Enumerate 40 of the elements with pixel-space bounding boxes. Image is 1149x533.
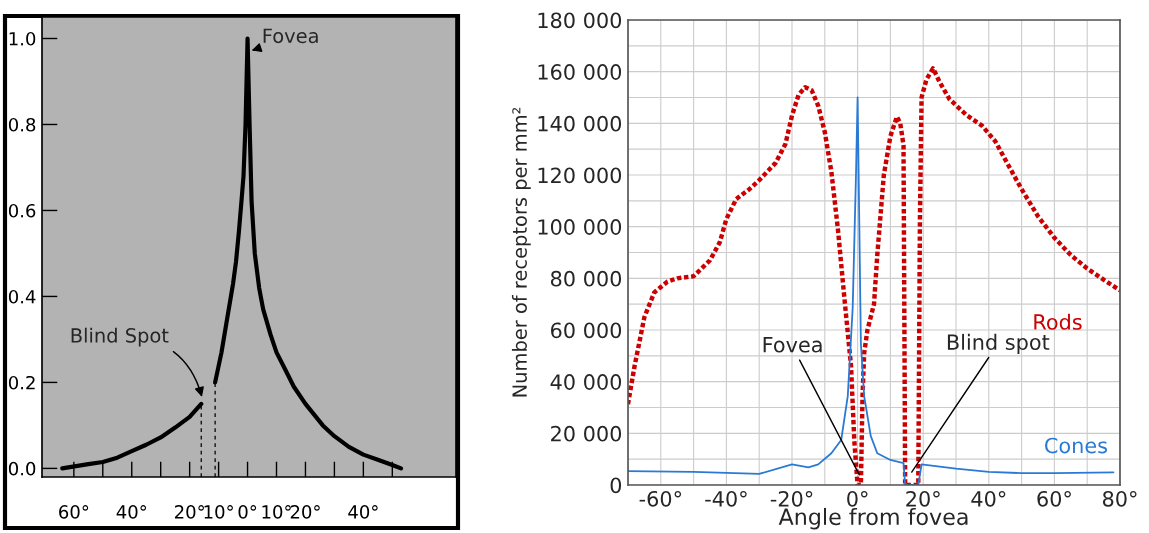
y-tick-label: 100 000 <box>538 219 622 235</box>
x-tick-label: 60° <box>1037 490 1071 507</box>
y-tick-label: 80 000 <box>550 270 622 287</box>
x-tick-label: -20° <box>770 490 813 507</box>
series-label: Rods <box>1034 313 1082 330</box>
y-tick-label: 20 000 <box>551 425 622 442</box>
x-tick-label: 10° <box>262 505 291 519</box>
y-tick-label: 1.0 <box>9 31 36 46</box>
y-tick-label: 0.4 <box>8 289 36 304</box>
y-tick-label: 0.6 <box>8 203 36 218</box>
y-tick-label: 60 000 <box>551 322 622 339</box>
series-label: Cones <box>1045 437 1108 454</box>
x-tick-label: 80° <box>1102 490 1137 507</box>
y-tick-label: 0.0 <box>8 461 36 476</box>
y-tick-label: 140 000 <box>538 115 622 132</box>
y-tick-label: 180 000 <box>538 12 622 29</box>
annotation: Fovea <box>263 28 318 44</box>
y-tick-label: 0.2 <box>8 375 35 390</box>
x-tick-label: 10° <box>204 505 233 519</box>
x-tick-label: 40° <box>116 505 147 519</box>
annotation: Blind spot <box>947 333 1050 355</box>
y-tick-label: 0.8 <box>8 117 36 132</box>
x-tick-label: 20° <box>174 505 204 519</box>
annotation: Blind Spot <box>71 327 169 347</box>
x-tick-label: 60° <box>59 505 89 519</box>
x-axis-title: Angle from fovea <box>778 507 968 530</box>
y-tick-label: 160 000 <box>538 64 622 80</box>
annotation: Fovea <box>763 337 822 353</box>
y-tick-label: 40 000 <box>550 374 622 390</box>
y-tick-label: 120 000 <box>538 167 622 184</box>
x-tick-label: 40° <box>348 505 378 519</box>
x-tick-label: -60° <box>639 490 682 507</box>
x-tick-label: -40° <box>705 490 747 507</box>
y-axis-title: Number of receptors per mm² <box>511 107 531 397</box>
y-tick-label: 0 <box>610 477 622 494</box>
x-tick-label: 0° <box>847 490 868 507</box>
x-tick-label: 20° <box>906 490 940 507</box>
x-tick-label: 40° <box>971 490 1006 507</box>
x-tick-label: 20° <box>290 505 320 519</box>
x-tick-label: 0° <box>238 505 257 519</box>
